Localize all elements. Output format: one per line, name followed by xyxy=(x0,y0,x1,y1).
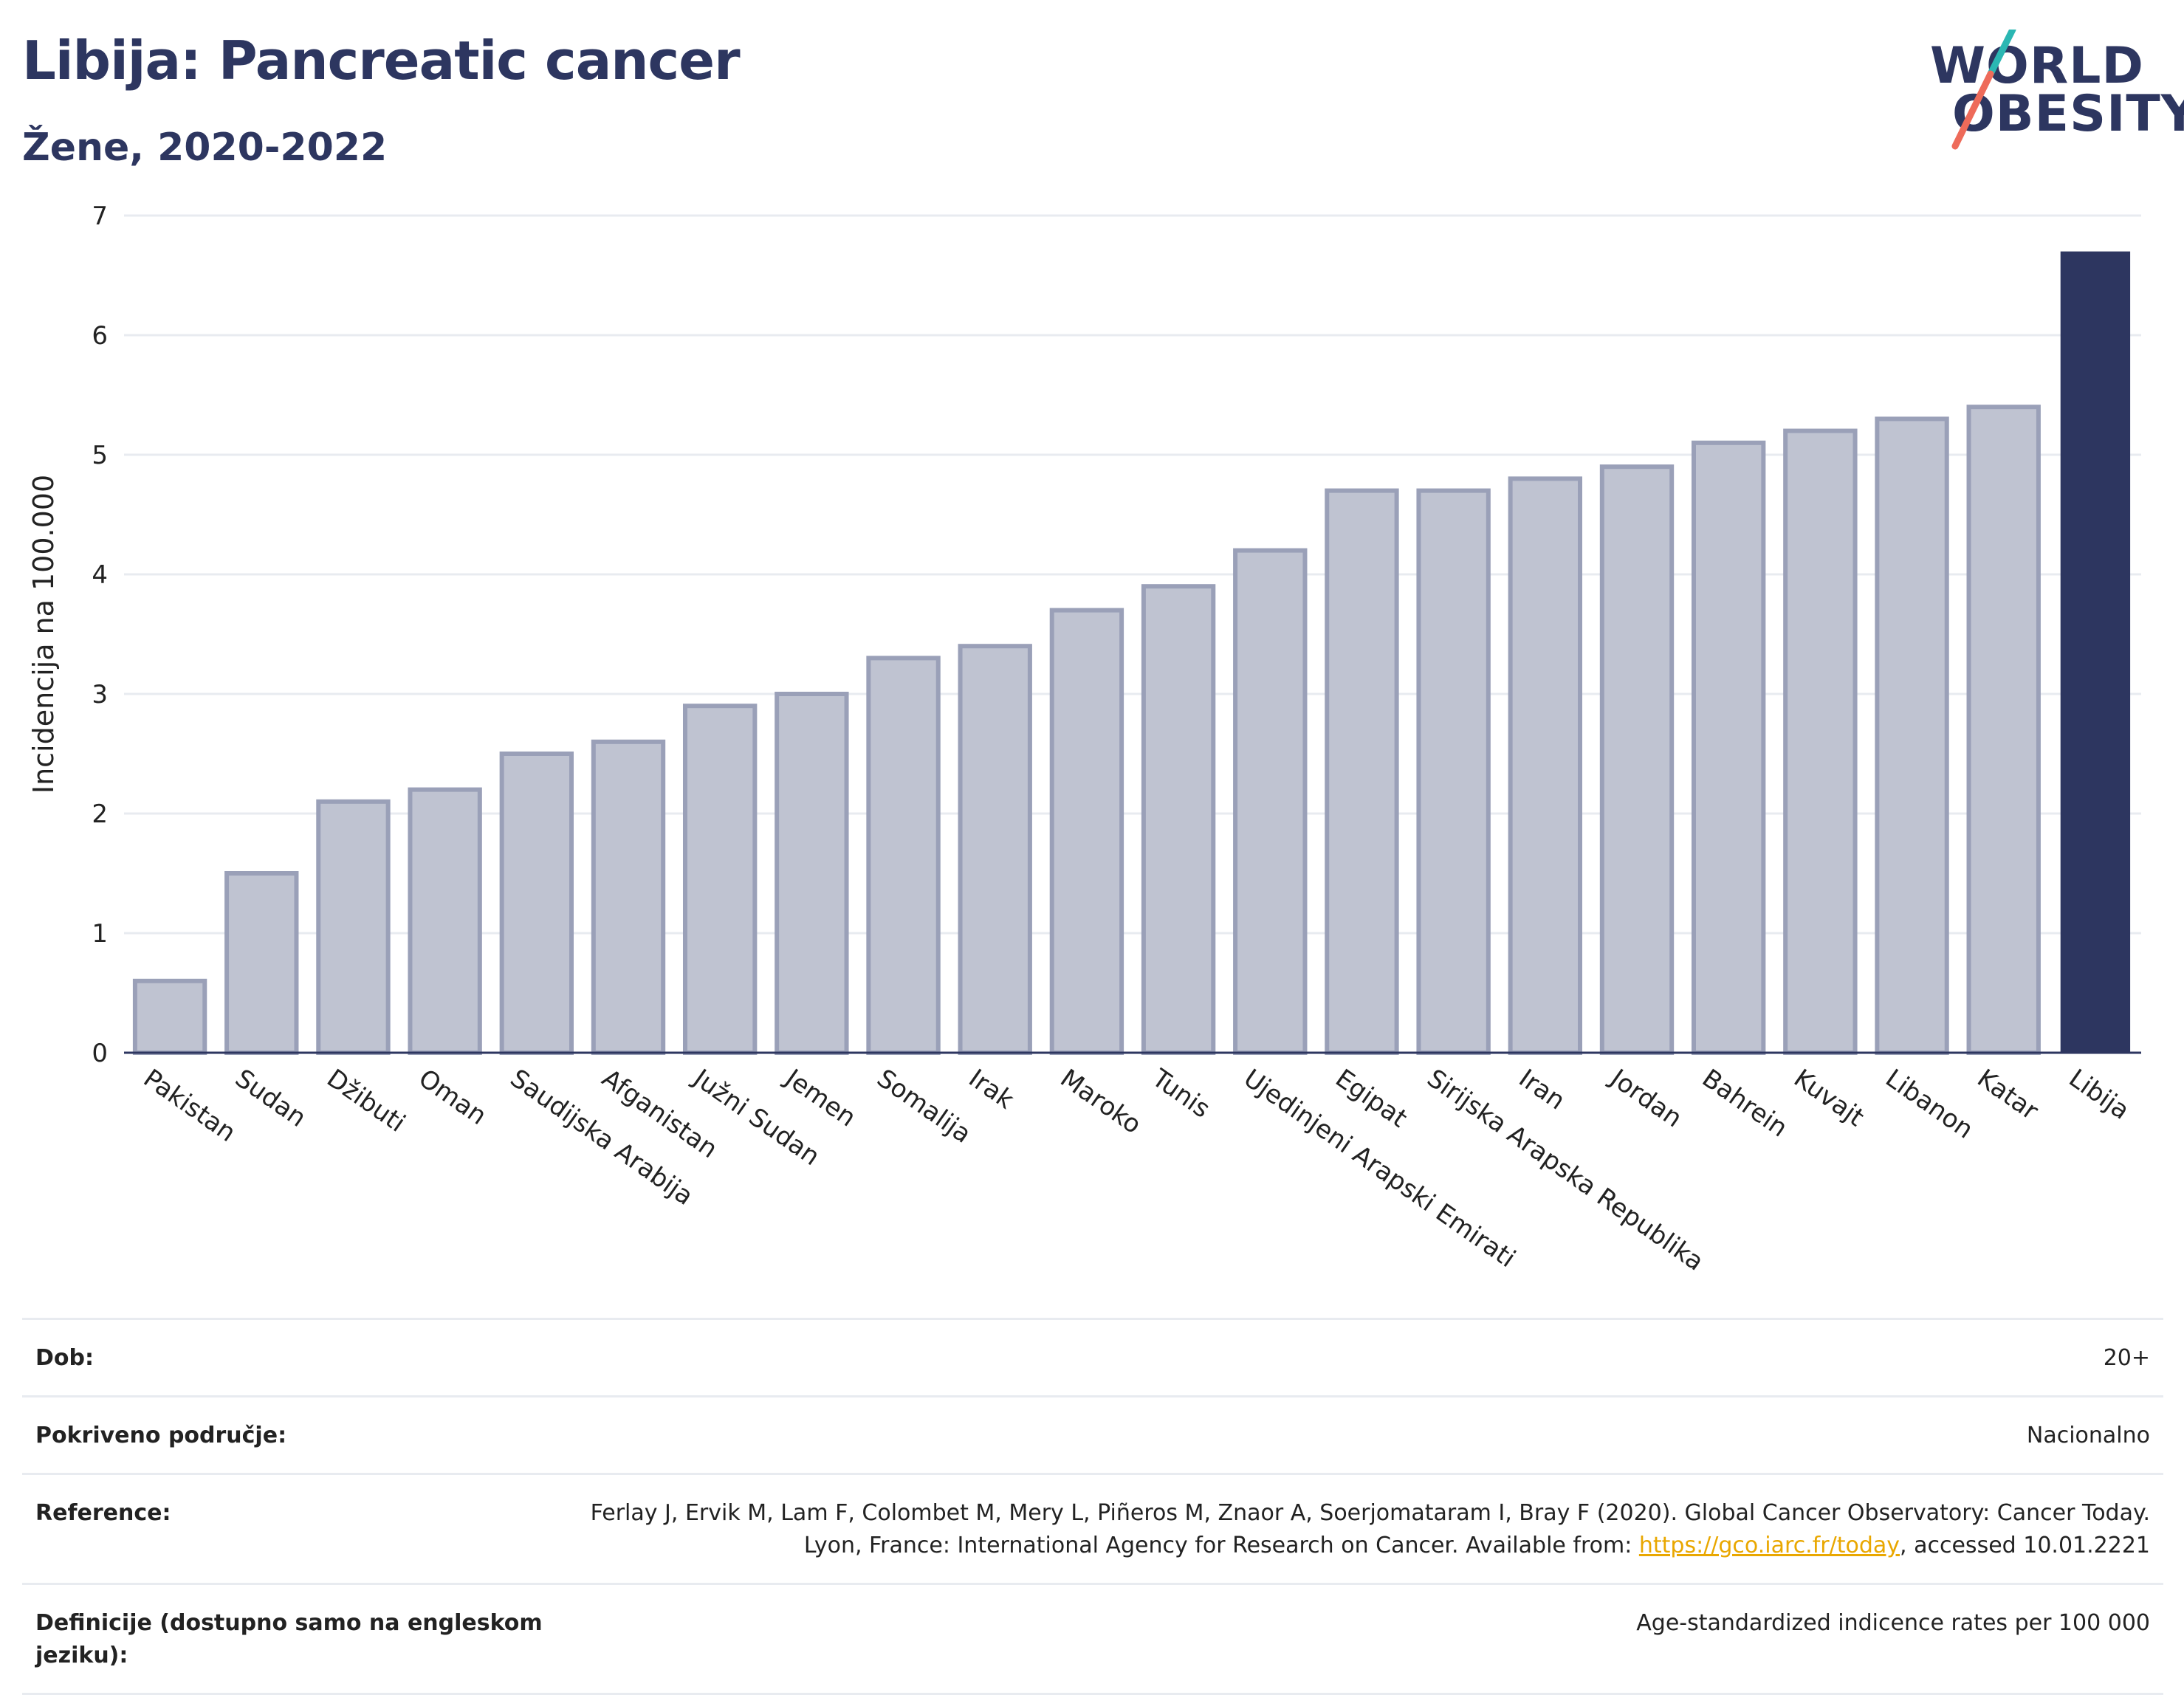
info-row-definitions: Definicije (dostupno samo na engleskom j… xyxy=(22,1583,2163,1695)
info-value: Ferlay J, Ervik M, Lam F, Colombet M, Me… xyxy=(563,1497,2150,1562)
y-tick-label: 0 xyxy=(92,1039,108,1068)
info-label: Definicije (dostupno samo na engleskom j… xyxy=(35,1610,543,1668)
bar-oman xyxy=(408,787,482,1055)
x-tick-label: Jemen xyxy=(779,1062,862,1132)
bar-katar xyxy=(1966,405,2041,1055)
bar-maroko xyxy=(1049,608,1124,1055)
x-tick-label: Katar xyxy=(1972,1064,2044,1127)
info-row-age: Dob: 20+ xyxy=(22,1318,2163,1395)
bar-libanon xyxy=(1875,416,1949,1055)
world-obesity-logo: WORLD OBESITY xyxy=(1920,30,2184,162)
bar-iran xyxy=(1508,476,1583,1055)
bar-tunis xyxy=(1141,584,1216,1055)
y-tick-label: 7 xyxy=(92,202,108,231)
reference-link[interactable]: https://gco.iarc.fr/today xyxy=(1638,1533,1900,1558)
bar-saudijska-arabija xyxy=(499,752,574,1055)
info-label: Reference: xyxy=(35,1500,171,1526)
x-tick-label: Pakistan xyxy=(138,1064,241,1148)
x-tick-label: Libija xyxy=(2064,1064,2135,1126)
bar-sudan xyxy=(224,871,299,1055)
bar-afganistan xyxy=(591,739,666,1055)
y-tick-label: 5 xyxy=(92,441,108,470)
x-tick-label: Sudan xyxy=(230,1064,312,1133)
y-tick-label: 1 xyxy=(92,919,108,949)
x-tick-label: Oman xyxy=(413,1064,492,1131)
x-tick-label: Kuvajt xyxy=(1788,1064,1869,1133)
y-tick-label: 3 xyxy=(92,680,108,709)
y-tick-label: 4 xyxy=(92,560,108,590)
y-tick-label: 6 xyxy=(92,321,108,351)
logo-slash-icon xyxy=(1951,30,2016,150)
info-label: Pokriveno područje: xyxy=(35,1423,287,1448)
x-tick-label: Jordan xyxy=(1604,1062,1687,1133)
logo-line-2: OBESITY xyxy=(1952,85,2184,143)
bar-jordan xyxy=(1599,464,1675,1055)
x-tick-label: Maroko xyxy=(1055,1064,1147,1141)
page-subtitle: Žene, 2020-2022 xyxy=(22,126,388,170)
y-axis-label: Incidencija na 100.000 xyxy=(27,475,60,794)
x-tick-label: Egipat xyxy=(1330,1064,1412,1134)
bar-pakistan xyxy=(132,978,207,1056)
bar-jemen xyxy=(775,692,849,1055)
x-tick-label: Tunis xyxy=(1146,1063,1215,1124)
reference-accessed: , accessed 10.01.2221 xyxy=(1900,1533,2150,1558)
reference-text: Ferlay J, Ervik M, Lam F, Colombet M, Me… xyxy=(590,1500,2150,1558)
info-table: Dob: 20+ Pokriveno područje: Nacionalno … xyxy=(22,1318,2163,1695)
y-tick-labels: 0 1 2 3 4 5 6 7 xyxy=(92,202,108,1068)
x-tick-label: Irak xyxy=(964,1064,1020,1115)
bar-kuvajt xyxy=(1783,428,1858,1056)
x-tick-label: Bahrein xyxy=(1697,1064,1793,1144)
x-tick-label: Iran xyxy=(1514,1064,1570,1116)
bar-libija xyxy=(2060,251,2131,1053)
info-row-coverage: Pokriveno područje: Nacionalno xyxy=(22,1395,2163,1473)
bar-irak xyxy=(958,644,1032,1055)
x-tick-label: Džibuti xyxy=(321,1064,411,1138)
y-tick-label: 2 xyxy=(92,800,108,829)
bar-bahrein xyxy=(1691,440,1766,1055)
bars xyxy=(132,251,2131,1056)
bar-sirijska-arapska-republika xyxy=(1416,488,1491,1056)
info-value: Nacionalno xyxy=(2026,1423,2150,1448)
page-title: Libija: Pancreatic cancer xyxy=(22,30,741,92)
bar-somalija xyxy=(866,656,941,1055)
bar-egipat xyxy=(1325,488,1399,1056)
bar-džibuti xyxy=(316,799,391,1055)
x-tick-label: Libanon xyxy=(1880,1064,1978,1145)
bar-ujedinjeni-arapski-emirati xyxy=(1233,548,1308,1056)
info-label: Dob: xyxy=(35,1345,94,1371)
bar-južni-sudan xyxy=(682,704,758,1055)
logo-line-1: WORLD xyxy=(1930,37,2144,95)
info-value: 20+ xyxy=(2103,1345,2150,1371)
info-row-reference: Reference: Ferlay J, Ervik M, Lam F, Col… xyxy=(22,1473,2163,1583)
x-tick-label: Somalija xyxy=(871,1064,976,1149)
info-value: Age-standardized indicence rates per 100… xyxy=(1636,1610,2150,1636)
